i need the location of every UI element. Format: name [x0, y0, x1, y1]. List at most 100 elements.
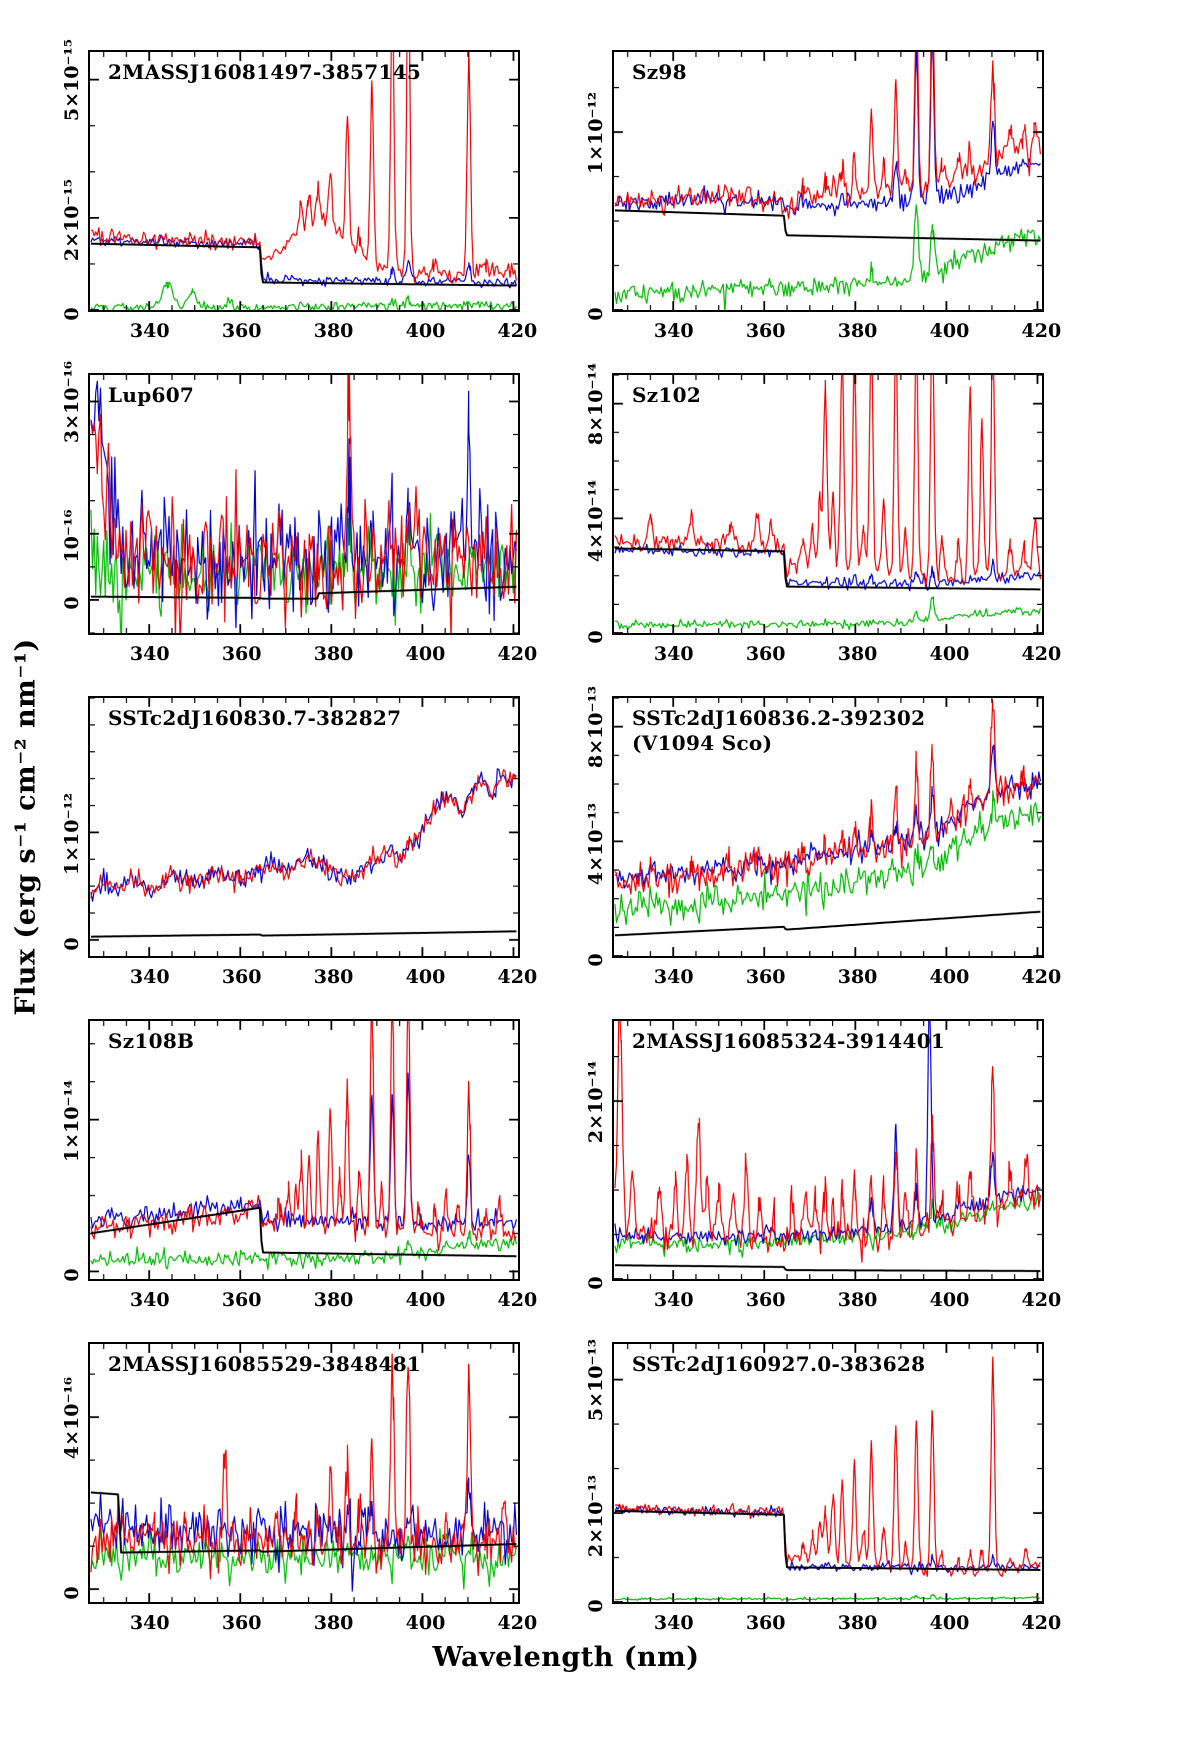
spectrum-panel-2MASSJ16081497-3857145: 2MASSJ16081497-3857145 0 2×10⁻¹⁵ 5×10⁻¹⁵ 340…	[61, 39, 537, 342]
y-tick-label: 4×10⁻¹⁴	[585, 479, 607, 562]
x-tick-label: 360	[745, 643, 786, 665]
panel-title: 2MASSJ16081497-3857145	[108, 60, 422, 84]
x-tick-label: 360	[221, 1612, 262, 1634]
x-axis-label: Wavelength (nm)	[432, 1642, 700, 1673]
y-tick-label: 0	[585, 1599, 607, 1613]
spectrum-canvas	[88, 1342, 520, 1604]
spectrum-canvas	[88, 696, 520, 958]
spectrum-panel-Sz98: Sz98 0 1×10⁻¹² 340 360 380 400 420	[585, 50, 1061, 342]
x-tick-label: 380	[313, 966, 354, 988]
x-tick-label: 400	[405, 1612, 446, 1634]
y-tick-label: 4×10⁻¹⁶	[61, 1377, 83, 1460]
y-tick-label: 4×10⁻¹³	[585, 802, 607, 885]
x-tick-label: 360	[221, 1289, 262, 1311]
x-tick-label: 420	[1021, 320, 1062, 342]
y-tick-label: 0	[585, 1276, 607, 1290]
spectrum-panel-2MASSJ16085324-3914401: 2MASSJ16085324-3914401 0 2×10⁻¹⁴ 340 360 380 4…	[585, 1019, 1061, 1311]
y-tick-label: 1×10⁻¹⁴	[61, 1080, 83, 1163]
x-tick-label: 340	[653, 1612, 694, 1634]
panel-title: Sz102	[632, 383, 702, 407]
panel-title: 2MASSJ16085324-3914401	[632, 1029, 946, 1053]
x-tick-label: 420	[497, 966, 538, 988]
panel-title: SSTc2dJ160927.0-383628	[632, 1352, 926, 1376]
x-tick-label: 400	[929, 1612, 970, 1634]
y-tick-label: 0	[61, 1268, 83, 1282]
x-tick-label: 340	[653, 966, 694, 988]
x-tick-label: 380	[313, 643, 354, 665]
x-tick-label: 360	[745, 320, 786, 342]
panel-title: 2MASSJ16085529-3848481	[108, 1352, 422, 1376]
x-tick-label: 340	[653, 643, 694, 665]
x-tick-label: 380	[837, 1289, 878, 1311]
x-tick-label: 400	[929, 320, 970, 342]
spectrum-canvas	[612, 1019, 1044, 1281]
x-tick-label: 340	[129, 320, 170, 342]
y-tick-label: 0	[61, 1586, 83, 1600]
x-tick-label: 420	[497, 643, 538, 665]
x-tick-label: 360	[745, 1289, 786, 1311]
x-tick-label: 420	[497, 320, 538, 342]
spectrum-panel-SSTc2dJ160836.2-392302: SSTc2dJ160836.2-392302 (V1094 Sco) 0 4×10⁻¹…	[585, 686, 1061, 988]
x-tick-label: 340	[129, 643, 170, 665]
spectrum-panel-2MASSJ16085529-3848481: 2MASSJ16085529-3848481 0 4×10⁻¹⁶ 340 360 380 4…	[61, 1342, 537, 1634]
x-tick-label: 340	[129, 1289, 170, 1311]
x-tick-label: 420	[1021, 1289, 1062, 1311]
spectrum-canvas	[612, 696, 1044, 958]
x-tick-label: 380	[837, 643, 878, 665]
y-tick-label: 0	[61, 596, 83, 611]
x-tick-label: 400	[929, 643, 970, 665]
x-tick-label: 380	[313, 1612, 354, 1634]
spectrum-panel-Lup607: Lup607 0 10⁻¹⁶ 3×10⁻¹⁶ 340 360 380 400 420	[61, 361, 537, 665]
y-tick-label: 8×10⁻¹⁴	[585, 362, 607, 446]
spectrum-canvas	[88, 373, 520, 635]
y-tick-label: 5×10⁻¹³	[585, 1338, 607, 1422]
y-tick-label: 5×10⁻¹⁵	[61, 38, 83, 122]
y-tick-label: 0	[61, 307, 83, 321]
y-tick-label: 2×10⁻¹⁴	[585, 1061, 607, 1144]
x-tick-label: 380	[313, 320, 354, 342]
x-tick-label: 340	[129, 1612, 170, 1634]
y-tick-label: 0	[585, 630, 607, 644]
y-tick-label: 3×10⁻¹⁶	[61, 360, 83, 443]
panel-title: Lup607	[108, 383, 195, 407]
spectrum-canvas	[612, 1342, 1044, 1604]
x-tick-label: 400	[405, 320, 446, 342]
panel-title: SSTc2dJ160830.7-382827	[108, 706, 402, 730]
x-tick-label: 340	[653, 320, 694, 342]
spectrum-panel-SSTc2dJ160927.0-383628: SSTc2dJ160927.0-383628 0 2×10⁻¹³ 5×10⁻¹³ 340…	[585, 1339, 1061, 1634]
panel-title: SSTc2dJ160836.2-392302 (V1094 Sco)	[632, 706, 926, 755]
y-tick-label: 8×10⁻¹³	[585, 685, 607, 769]
x-tick-label: 380	[837, 1612, 878, 1634]
x-tick-label: 400	[929, 966, 970, 988]
x-tick-label: 400	[405, 643, 446, 665]
x-tick-label: 420	[1021, 966, 1062, 988]
panel-title: Sz98	[632, 60, 687, 84]
x-tick-label: 360	[221, 966, 262, 988]
spectrum-panel-Sz108B: Sz108B 0 1×10⁻¹⁴ 340 360 380 400 420	[61, 1019, 537, 1311]
spectrum-canvas	[88, 50, 520, 312]
x-tick-label: 360	[745, 1612, 786, 1634]
x-tick-label: 400	[405, 966, 446, 988]
x-tick-label: 360	[745, 966, 786, 988]
y-axis-label: Flux (erg s⁻¹ cm⁻² nm⁻¹)	[10, 638, 42, 1016]
x-tick-label: 360	[221, 320, 262, 342]
y-tick-label: 1×10⁻¹²	[61, 793, 83, 876]
y-tick-label: 10⁻¹⁶	[61, 509, 83, 563]
spectrum-panel-SSTc2dJ160830.7-382827: SSTc2dJ160830.7-382827 0 1×10⁻¹² 340 360 380 4…	[61, 696, 537, 988]
y-tick-label: 1×10⁻¹²	[585, 92, 607, 175]
x-tick-label: 420	[1021, 1612, 1062, 1634]
y-tick-label: 0	[585, 953, 607, 967]
x-tick-label: 360	[221, 643, 262, 665]
x-tick-label: 340	[129, 966, 170, 988]
spectrum-canvas	[612, 50, 1044, 312]
panel-title: Sz108B	[108, 1029, 195, 1053]
x-tick-label: 340	[653, 1289, 694, 1311]
x-tick-label: 400	[929, 1289, 970, 1311]
x-tick-label: 420	[1021, 643, 1062, 665]
y-tick-label: 0	[585, 307, 607, 321]
x-tick-label: 400	[405, 1289, 446, 1311]
x-tick-label: 380	[837, 966, 878, 988]
x-tick-label: 420	[497, 1612, 538, 1634]
spectrum-canvas	[88, 1019, 520, 1281]
